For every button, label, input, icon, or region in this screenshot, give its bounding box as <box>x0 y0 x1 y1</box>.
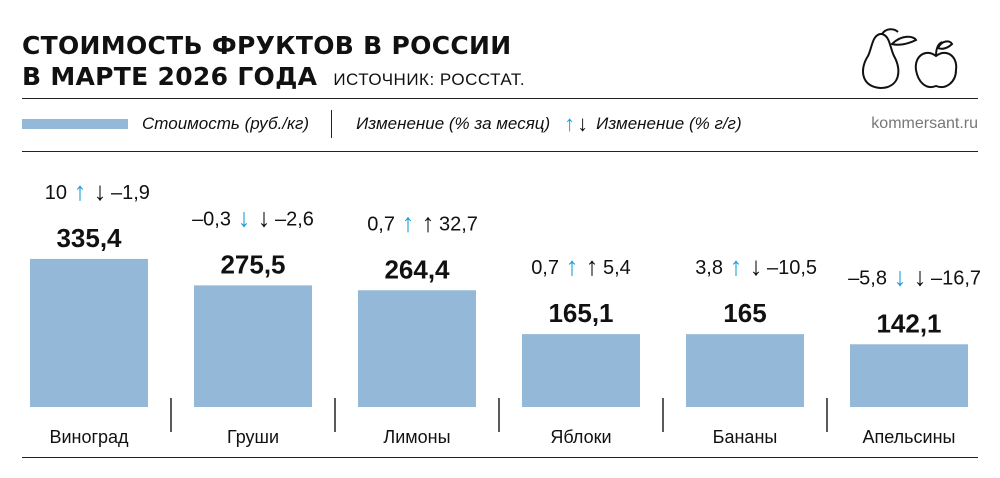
legend-divider <box>22 151 978 152</box>
arrow-down-icon: ↓ <box>914 261 927 291</box>
pear-icon <box>862 28 918 90</box>
bar <box>30 258 148 407</box>
change-month-label: 0,7 <box>531 257 559 279</box>
arrow-down-icon: ↓ <box>94 176 107 206</box>
category-label: Яблоки <box>550 427 611 447</box>
baseline-rule <box>22 457 978 458</box>
change-month-label: 3,8 <box>695 257 723 279</box>
change-month-label: –5,8 <box>848 267 887 289</box>
value-label: 275,5 <box>220 249 285 279</box>
legend-yoy-label: Изменение (% г/г) <box>596 114 742 133</box>
value-label: 335,4 <box>56 223 122 253</box>
category-label: Апельсины <box>863 427 956 447</box>
arrow-down-icon: ↓ <box>577 111 589 136</box>
change-year-label: 5,4 <box>603 257 631 279</box>
arrow-up-icon: ↑ <box>730 251 743 281</box>
change-month-label: 0,7 <box>367 213 395 235</box>
legend-price-label: Стоимость (руб./кг) <box>142 114 310 133</box>
value-label: 165 <box>723 298 766 328</box>
legend-bar-swatch <box>22 119 128 129</box>
change-year-label: –10,5 <box>767 257 817 279</box>
arrow-down-icon: ↓ <box>894 261 907 291</box>
bar <box>850 344 968 407</box>
arrow-up-icon: ↑ <box>74 176 87 206</box>
change-year-label: 32,7 <box>439 213 478 235</box>
arrow-down-icon: ↓ <box>258 202 271 232</box>
value-label: 165,1 <box>548 298 613 328</box>
arrow-up-icon: ↑ <box>402 207 415 237</box>
apple-icon <box>914 40 958 88</box>
legend: Стоимость (руб./кг) Изменение (% за меся… <box>22 108 978 140</box>
arrow-up-icon: ↑ <box>564 111 576 136</box>
change-month-label: 10 <box>45 182 67 204</box>
title-line-1: СТОИМОСТЬ ФРУКТОВ В РОССИИ <box>22 31 512 60</box>
arrow-down-icon: ↓ <box>238 202 251 232</box>
category-label: Виноград <box>49 427 129 447</box>
category-label: Бананы <box>713 427 778 447</box>
title-line-2: В МАРТЕ 2026 ГОДА <box>22 62 318 91</box>
value-label: 264,4 <box>384 254 450 284</box>
legend-separator <box>331 110 333 138</box>
change-year-label: –16,7 <box>931 267 981 289</box>
fruit-icons-svg <box>862 28 958 90</box>
value-label: 142,1 <box>876 308 941 338</box>
change-year-label: –2,6 <box>275 208 314 230</box>
arrow-up-icon: ↑ <box>566 251 579 281</box>
bar <box>522 334 640 407</box>
title-line-2-row: В МАРТЕ 2026 ГОДА ИСТОЧНИК: РОССТАТ. <box>22 61 525 95</box>
change-year-label: –1,9 <box>111 182 150 204</box>
arrow-up-icon: ↑ <box>422 207 435 237</box>
change-month-label: –0,3 <box>192 208 231 230</box>
bar <box>686 334 804 407</box>
category-label: Лимоны <box>383 427 450 447</box>
category-label: Груши <box>227 427 279 447</box>
fruit-icons <box>852 26 962 96</box>
bar <box>358 290 476 407</box>
chart-title: СТОИМОСТЬ ФРУКТОВ В РОССИИ В МАРТЕ 2026 … <box>22 30 525 95</box>
header-divider <box>22 98 978 99</box>
arrow-down-icon: ↓ <box>750 251 763 281</box>
arrow-up-icon: ↑ <box>586 251 599 281</box>
bar <box>194 285 312 407</box>
legend-mom-label: Изменение (% за месяц) <box>356 114 551 133</box>
source-note: ИСТОЧНИК: РОССТАТ. <box>333 70 526 89</box>
source-site: kommersant.ru <box>871 115 978 132</box>
